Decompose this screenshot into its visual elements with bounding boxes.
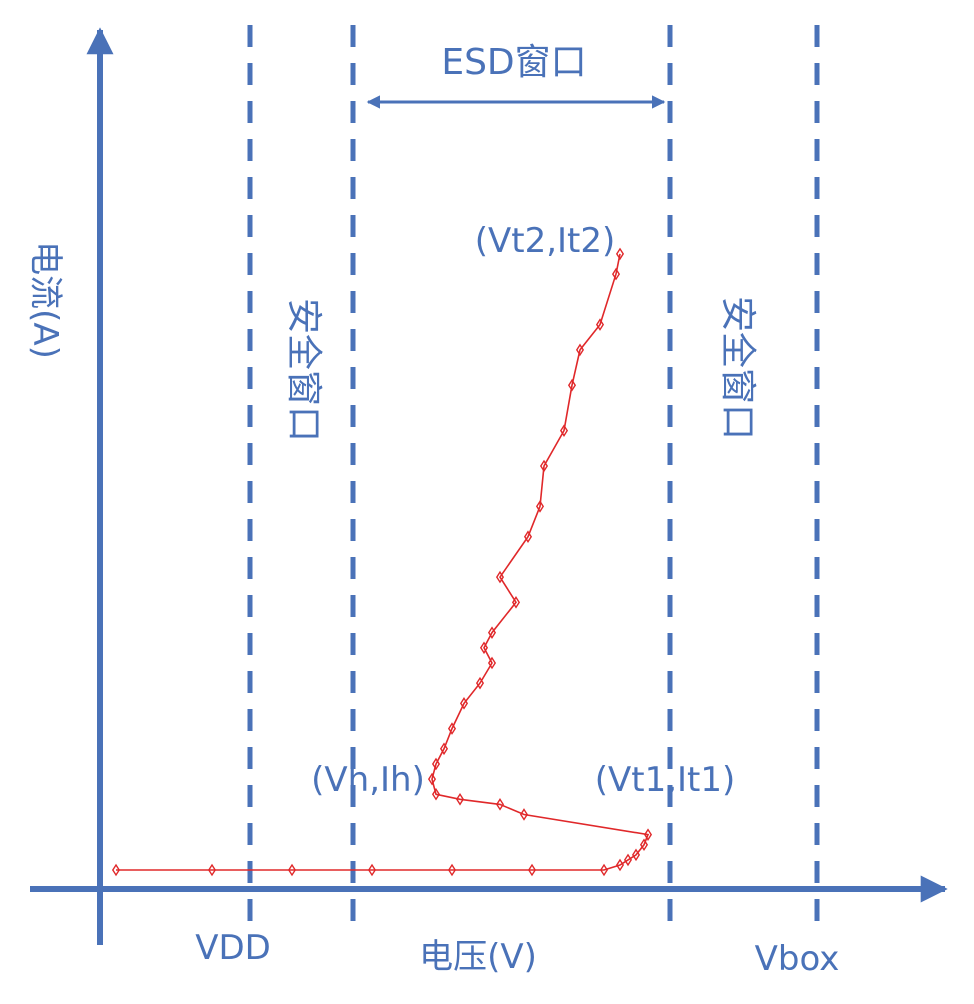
right-safe-window-label: 安全窗口 <box>717 296 758 440</box>
data-point-20 <box>447 722 457 735</box>
left-safe-window-label: 安全窗口 <box>283 298 324 442</box>
iv-curve <box>111 247 653 877</box>
y-axis-title: 电流(A) <box>25 241 65 359</box>
data-point-36 <box>615 247 625 261</box>
data-point-29 <box>535 500 545 513</box>
data-point-35 <box>611 267 621 281</box>
data-point-8 <box>615 858 625 872</box>
trigger-point-label: (Vt1,It1) <box>595 760 736 800</box>
iv-curve-line <box>116 253 650 871</box>
data-point-18 <box>431 757 441 771</box>
data-point-25 <box>487 626 497 639</box>
esd-window-label: ESD窗口 <box>441 42 586 83</box>
failure-point-label: (Vt2,It2) <box>475 221 616 261</box>
data-point-7 <box>599 863 609 877</box>
data-point-26 <box>511 596 521 609</box>
data-point-10 <box>631 848 641 862</box>
data-point-3 <box>287 863 297 877</box>
data-point-13 <box>519 808 529 821</box>
data-point-6 <box>527 863 537 877</box>
data-point-12 <box>643 828 653 841</box>
vbox-label: Vbox <box>755 939 840 979</box>
data-point-9 <box>623 853 633 867</box>
data-point-24 <box>479 641 489 655</box>
data-point-32 <box>567 378 577 392</box>
data-point-33 <box>575 343 585 357</box>
data-point-28 <box>523 530 533 543</box>
data-point-1 <box>111 863 121 877</box>
data-point-30 <box>539 459 549 473</box>
data-point-31 <box>559 424 569 437</box>
data-point-21 <box>459 697 469 710</box>
data-point-15 <box>455 793 465 806</box>
data-point-11 <box>639 838 649 852</box>
data-point-2 <box>207 863 217 877</box>
x-axis-title: 电压(V) <box>419 937 537 977</box>
data-point-17 <box>427 772 437 786</box>
data-point-23 <box>487 656 497 670</box>
data-point-27 <box>495 570 505 584</box>
data-point-5 <box>447 863 457 877</box>
data-point-34 <box>595 318 605 331</box>
vdd-label: VDD <box>195 928 271 968</box>
data-point-16 <box>431 787 441 801</box>
data-point-22 <box>475 676 485 690</box>
data-point-14 <box>495 798 505 811</box>
holding-point-label: (Vh,Ih) <box>311 760 425 800</box>
data-point-4 <box>367 863 377 877</box>
data-point-19 <box>439 742 449 756</box>
